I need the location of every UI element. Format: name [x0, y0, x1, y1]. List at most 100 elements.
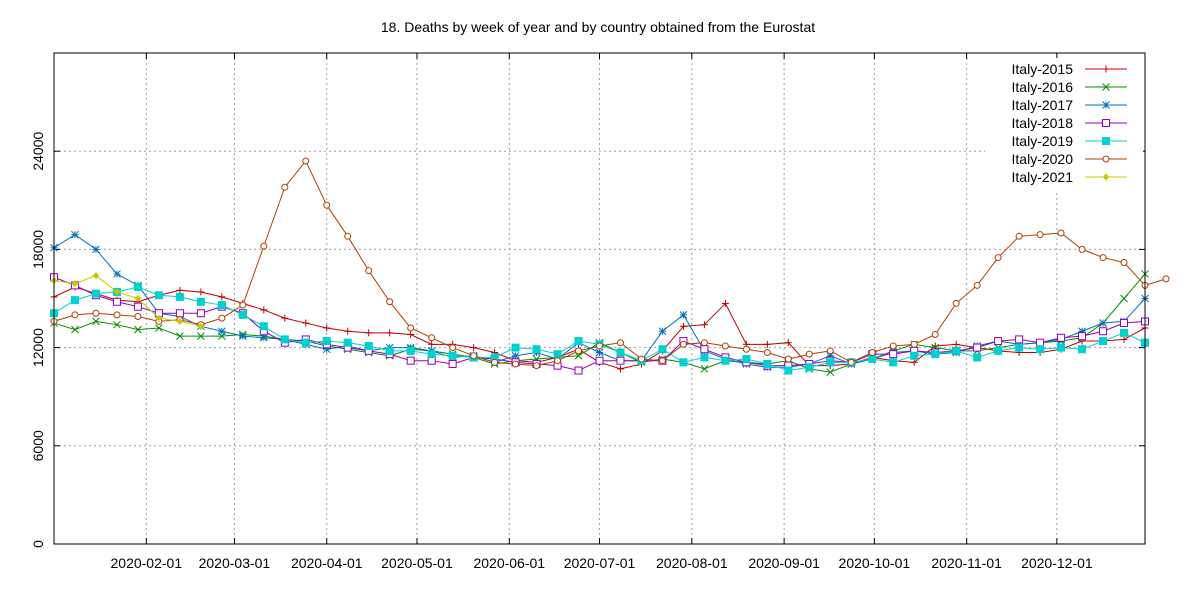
data-point [1015, 343, 1024, 352]
x-tick-label: 2020-11-01 [931, 555, 1002, 571]
data-point [805, 363, 814, 372]
data-point [763, 359, 772, 368]
data-point [260, 306, 268, 314]
data-point [574, 366, 583, 375]
data-point [1078, 245, 1086, 253]
data-point [533, 362, 541, 370]
data-point [595, 348, 604, 357]
data-point [994, 346, 1003, 355]
data-point [92, 245, 100, 254]
data-point [1102, 83, 1110, 91]
data-point [700, 353, 709, 362]
data-point [491, 358, 499, 366]
data-point [407, 331, 415, 339]
data-point [260, 242, 268, 250]
data-point [427, 350, 436, 359]
data-point [952, 346, 961, 355]
data-point [679, 340, 687, 348]
data-point [721, 356, 730, 365]
data-point [616, 348, 625, 357]
data-point [1078, 332, 1087, 341]
data-point [113, 311, 121, 319]
data-point [113, 320, 121, 329]
data-point [952, 299, 960, 307]
data-point [427, 356, 436, 365]
data-point [1036, 231, 1044, 239]
data-point [973, 343, 982, 352]
data-point [994, 337, 1003, 346]
data-point [448, 351, 457, 360]
data-point [238, 332, 247, 340]
data-point [176, 317, 184, 325]
data-point [763, 340, 771, 348]
data-point [322, 337, 331, 346]
data-point [595, 356, 604, 365]
data-point [218, 293, 226, 301]
data-point [553, 350, 562, 359]
data-point [406, 356, 415, 365]
data-point [385, 346, 394, 355]
data-point [721, 299, 729, 307]
data-point [910, 351, 919, 360]
data-point [302, 157, 310, 165]
data-point [470, 352, 478, 360]
x-tick-label: 2020-12-01 [1021, 555, 1093, 571]
data-point [133, 302, 142, 311]
data-point [847, 358, 855, 366]
data-point [574, 337, 583, 346]
data-point [113, 288, 121, 296]
data-point [1120, 328, 1129, 337]
data-point [868, 355, 877, 364]
data-point [973, 281, 981, 289]
data-point [763, 349, 771, 357]
x-tick-label: 2020-03-01 [199, 555, 271, 571]
legend-label: Italy-2018 [1012, 115, 1074, 131]
data-point [196, 309, 205, 318]
legend: Italy-2015 Italy-2016 Italy-2017 Italy-2018… [985, 58, 1143, 190]
x-tick-label: 2020-05-01 [381, 555, 453, 571]
data-point [868, 349, 876, 357]
data-point [679, 311, 688, 319]
data-point [1120, 258, 1128, 266]
data-point [197, 288, 205, 296]
data-point [616, 356, 625, 365]
y-tick-label: 18000 [30, 230, 46, 269]
y-tick-label: 24000 [30, 132, 46, 171]
series-group [50, 157, 1170, 377]
data-point [71, 325, 79, 334]
data-point [239, 301, 247, 309]
data-point [1036, 338, 1045, 347]
data-point [784, 339, 792, 347]
chart-title: 18. Deaths by week of year and by countr… [381, 19, 815, 35]
legend-label: Italy-2019 [1012, 133, 1074, 149]
x-tick-label: 2020-10-01 [839, 555, 911, 571]
data-point [154, 291, 163, 300]
data-point [217, 327, 226, 336]
data-point [1099, 319, 1107, 327]
data-point [1120, 319, 1129, 328]
data-point [1102, 65, 1110, 73]
data-point [323, 201, 331, 209]
data-point [70, 296, 79, 305]
data-point [134, 295, 142, 302]
data-point [742, 355, 751, 364]
legend-label: Italy-2021 [1012, 169, 1074, 185]
data-point [470, 344, 478, 352]
data-point [175, 309, 184, 318]
data-point [1015, 232, 1023, 240]
data-point [1057, 343, 1066, 352]
data-point [91, 289, 100, 298]
x-tick-label: 2020-08-01 [656, 555, 728, 571]
data-point [344, 327, 352, 335]
data-point [113, 270, 121, 278]
legend-label: Italy-2016 [1012, 79, 1074, 95]
data-point [1102, 119, 1110, 127]
data-point [197, 322, 205, 330]
data-point [637, 355, 645, 363]
data-point [700, 365, 709, 373]
data-point [259, 322, 268, 331]
data-point [1015, 335, 1024, 344]
data-point [742, 345, 750, 353]
data-point [1120, 294, 1128, 303]
